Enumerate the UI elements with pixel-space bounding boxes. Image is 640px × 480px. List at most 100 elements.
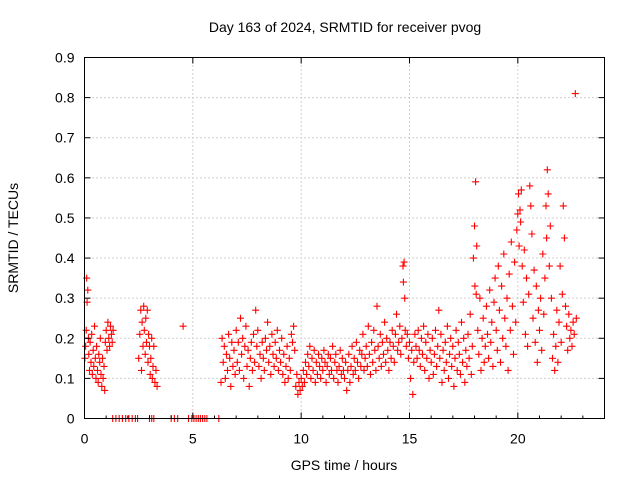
data-point bbox=[346, 378, 354, 386]
data-point bbox=[279, 370, 287, 378]
data-point bbox=[143, 306, 151, 314]
data-point bbox=[539, 250, 547, 258]
data-point bbox=[256, 350, 264, 358]
data-point bbox=[390, 358, 398, 366]
data-point bbox=[138, 318, 146, 326]
data-point bbox=[387, 354, 395, 362]
data-point bbox=[425, 374, 433, 382]
data-point bbox=[452, 326, 460, 334]
data-point bbox=[261, 334, 269, 342]
data-point bbox=[486, 286, 494, 294]
data-point bbox=[218, 334, 226, 342]
data-point bbox=[244, 346, 252, 354]
data-point bbox=[374, 342, 382, 350]
y-tick-label: 0.9 bbox=[55, 50, 75, 66]
data-point bbox=[560, 234, 568, 242]
data-point bbox=[393, 310, 400, 318]
data-point bbox=[141, 350, 149, 358]
data-point bbox=[107, 330, 115, 338]
data-point bbox=[367, 370, 374, 378]
data-point bbox=[543, 234, 551, 242]
data-point bbox=[420, 322, 428, 330]
data-point bbox=[97, 370, 105, 378]
data-point bbox=[337, 370, 345, 378]
data-point bbox=[149, 362, 157, 370]
data-point bbox=[321, 358, 329, 366]
data-point bbox=[484, 330, 491, 338]
data-point bbox=[150, 342, 158, 350]
y-tick-label: 0.3 bbox=[55, 290, 75, 306]
data-point bbox=[82, 342, 90, 350]
data-point bbox=[362, 342, 370, 350]
data-point bbox=[515, 242, 523, 250]
data-point bbox=[317, 374, 325, 382]
data-point bbox=[270, 362, 278, 370]
data-point bbox=[254, 326, 262, 334]
data-point bbox=[245, 382, 253, 390]
data-point bbox=[268, 330, 276, 338]
x-tick-label: 0 bbox=[81, 431, 89, 447]
data-point bbox=[93, 342, 101, 350]
data-point bbox=[508, 302, 516, 310]
data-point bbox=[403, 330, 411, 338]
data-point bbox=[326, 354, 334, 362]
data-point bbox=[292, 382, 300, 390]
data-point bbox=[487, 338, 495, 346]
data-point bbox=[397, 350, 405, 358]
data-point bbox=[517, 218, 525, 226]
data-point bbox=[475, 350, 483, 358]
data-point bbox=[96, 334, 104, 342]
data-point bbox=[527, 202, 535, 210]
data-points bbox=[81, 90, 580, 422]
data-point bbox=[415, 346, 423, 354]
data-point bbox=[220, 342, 228, 350]
data-point bbox=[498, 282, 506, 290]
x-tick-label: 15 bbox=[402, 431, 418, 447]
data-point bbox=[345, 350, 353, 358]
data-point bbox=[140, 326, 148, 334]
data-point bbox=[481, 342, 489, 350]
data-point bbox=[388, 326, 396, 334]
data-point bbox=[521, 330, 529, 338]
data-point bbox=[349, 370, 357, 378]
data-point bbox=[542, 202, 550, 210]
data-point bbox=[224, 366, 231, 374]
data-point bbox=[348, 342, 356, 350]
data-point bbox=[495, 306, 503, 314]
data-point bbox=[258, 338, 266, 346]
data-point bbox=[283, 342, 291, 350]
y-axis-ticks: 0 0.1 0.2 0.3 0.4 0.5 0.6 0.7 0.8 0.9 bbox=[55, 50, 605, 427]
data-point bbox=[86, 366, 93, 374]
data-point bbox=[570, 330, 578, 338]
data-point bbox=[401, 326, 409, 334]
data-point bbox=[536, 326, 543, 334]
data-point bbox=[454, 338, 462, 346]
data-point bbox=[492, 326, 500, 334]
y-tick-label: 0.8 bbox=[55, 90, 75, 106]
data-point bbox=[313, 370, 321, 378]
data-point bbox=[319, 366, 327, 374]
data-point bbox=[464, 330, 472, 338]
data-point bbox=[406, 338, 413, 346]
data-point bbox=[401, 294, 409, 302]
data-point bbox=[152, 366, 160, 374]
data-point bbox=[99, 374, 107, 382]
data-point bbox=[259, 354, 267, 362]
data-point bbox=[409, 390, 417, 398]
data-point bbox=[272, 354, 280, 362]
data-point bbox=[238, 350, 246, 358]
data-point bbox=[217, 378, 225, 386]
data-point bbox=[385, 366, 393, 374]
data-point bbox=[424, 330, 432, 338]
data-point bbox=[505, 270, 513, 278]
data-point bbox=[86, 338, 94, 346]
data-point bbox=[477, 366, 485, 374]
data-point bbox=[269, 350, 277, 358]
data-point bbox=[142, 314, 150, 322]
y-tick-label: 0 bbox=[67, 411, 75, 427]
data-point bbox=[229, 362, 237, 370]
data-point bbox=[531, 338, 539, 346]
data-point bbox=[383, 334, 391, 342]
data-point bbox=[322, 378, 330, 386]
data-point bbox=[515, 190, 522, 198]
